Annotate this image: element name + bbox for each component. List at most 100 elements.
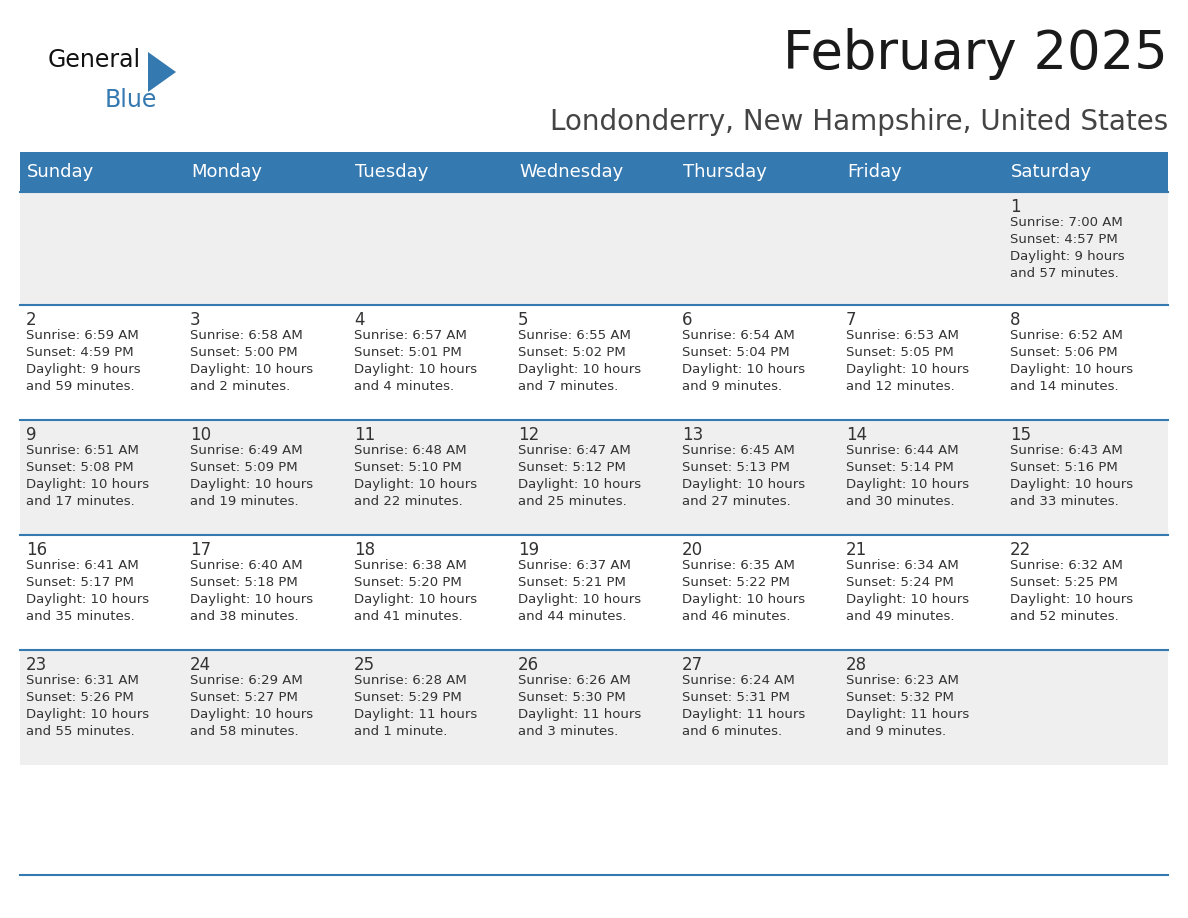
- Text: and 58 minutes.: and 58 minutes.: [190, 725, 298, 738]
- Text: Daylight: 10 hours: Daylight: 10 hours: [518, 363, 642, 376]
- Text: Daylight: 10 hours: Daylight: 10 hours: [354, 478, 478, 491]
- Text: Sunset: 5:21 PM: Sunset: 5:21 PM: [518, 576, 626, 589]
- Text: Sunset: 5:04 PM: Sunset: 5:04 PM: [682, 346, 790, 359]
- Text: Sunset: 5:10 PM: Sunset: 5:10 PM: [354, 461, 462, 474]
- Text: Sunrise: 6:37 AM: Sunrise: 6:37 AM: [518, 559, 631, 572]
- Text: 26: 26: [518, 656, 539, 674]
- Text: Daylight: 11 hours: Daylight: 11 hours: [518, 708, 642, 721]
- Text: Sunrise: 6:41 AM: Sunrise: 6:41 AM: [26, 559, 139, 572]
- Text: and 12 minutes.: and 12 minutes.: [846, 380, 955, 393]
- Bar: [184, 152, 348, 192]
- Text: Thursday: Thursday: [683, 163, 767, 181]
- Text: Sunset: 5:14 PM: Sunset: 5:14 PM: [846, 461, 954, 474]
- Text: and 41 minutes.: and 41 minutes.: [354, 610, 462, 623]
- Text: Sunset: 5:18 PM: Sunset: 5:18 PM: [190, 576, 298, 589]
- Text: Sunrise: 6:35 AM: Sunrise: 6:35 AM: [682, 559, 795, 572]
- Text: 9: 9: [26, 426, 37, 444]
- Text: and 7 minutes.: and 7 minutes.: [518, 380, 618, 393]
- Text: and 57 minutes.: and 57 minutes.: [1010, 267, 1119, 280]
- Text: Daylight: 10 hours: Daylight: 10 hours: [26, 478, 148, 491]
- Text: and 59 minutes.: and 59 minutes.: [26, 380, 134, 393]
- Text: 27: 27: [682, 656, 703, 674]
- Text: Daylight: 10 hours: Daylight: 10 hours: [518, 478, 642, 491]
- Bar: [20, 305, 1168, 420]
- Text: Sunrise: 6:51 AM: Sunrise: 6:51 AM: [26, 444, 139, 457]
- Text: 16: 16: [26, 541, 48, 559]
- Text: Tuesday: Tuesday: [355, 163, 429, 181]
- Text: Sunrise: 6:32 AM: Sunrise: 6:32 AM: [1010, 559, 1123, 572]
- Text: Sunrise: 6:29 AM: Sunrise: 6:29 AM: [190, 674, 303, 687]
- Text: Sunrise: 6:31 AM: Sunrise: 6:31 AM: [26, 674, 139, 687]
- Text: and 1 minute.: and 1 minute.: [354, 725, 448, 738]
- Text: 20: 20: [682, 541, 703, 559]
- Text: and 22 minutes.: and 22 minutes.: [354, 495, 462, 508]
- Text: and 55 minutes.: and 55 minutes.: [26, 725, 134, 738]
- Text: Blue: Blue: [105, 88, 157, 112]
- Text: Daylight: 10 hours: Daylight: 10 hours: [190, 478, 314, 491]
- Text: Sunrise: 6:24 AM: Sunrise: 6:24 AM: [682, 674, 795, 687]
- Bar: [348, 152, 512, 192]
- Text: 4: 4: [354, 311, 365, 329]
- Text: 12: 12: [518, 426, 539, 444]
- Text: Sunset: 4:59 PM: Sunset: 4:59 PM: [26, 346, 133, 359]
- Text: Daylight: 10 hours: Daylight: 10 hours: [1010, 363, 1133, 376]
- Text: Sunset: 5:31 PM: Sunset: 5:31 PM: [682, 691, 790, 704]
- Text: and 30 minutes.: and 30 minutes.: [846, 495, 955, 508]
- Bar: [1004, 152, 1168, 192]
- Text: Daylight: 10 hours: Daylight: 10 hours: [190, 708, 314, 721]
- Text: Sunrise: 6:26 AM: Sunrise: 6:26 AM: [518, 674, 631, 687]
- Text: 28: 28: [846, 656, 867, 674]
- Bar: [840, 152, 1004, 192]
- Text: Wednesday: Wednesday: [519, 163, 624, 181]
- Text: Sunrise: 6:48 AM: Sunrise: 6:48 AM: [354, 444, 467, 457]
- Text: and 52 minutes.: and 52 minutes.: [1010, 610, 1119, 623]
- Text: Daylight: 10 hours: Daylight: 10 hours: [26, 708, 148, 721]
- Text: 19: 19: [518, 541, 539, 559]
- Polygon shape: [148, 52, 176, 92]
- Text: Sunrise: 6:58 AM: Sunrise: 6:58 AM: [190, 329, 303, 342]
- Text: 21: 21: [846, 541, 867, 559]
- Text: General: General: [48, 48, 141, 72]
- Text: 1: 1: [1010, 198, 1020, 216]
- Text: Daylight: 10 hours: Daylight: 10 hours: [1010, 478, 1133, 491]
- Text: Sunset: 5:25 PM: Sunset: 5:25 PM: [1010, 576, 1118, 589]
- Text: Sunset: 4:57 PM: Sunset: 4:57 PM: [1010, 233, 1118, 246]
- Text: Sunset: 5:27 PM: Sunset: 5:27 PM: [190, 691, 298, 704]
- Text: Sunset: 5:16 PM: Sunset: 5:16 PM: [1010, 461, 1118, 474]
- Text: Sunrise: 6:52 AM: Sunrise: 6:52 AM: [1010, 329, 1123, 342]
- Text: Daylight: 10 hours: Daylight: 10 hours: [190, 363, 314, 376]
- Text: Daylight: 9 hours: Daylight: 9 hours: [26, 363, 140, 376]
- Text: Daylight: 10 hours: Daylight: 10 hours: [682, 363, 805, 376]
- Text: Daylight: 11 hours: Daylight: 11 hours: [354, 708, 478, 721]
- Text: Daylight: 9 hours: Daylight: 9 hours: [1010, 250, 1125, 263]
- Text: and 6 minutes.: and 6 minutes.: [682, 725, 782, 738]
- Text: 13: 13: [682, 426, 703, 444]
- Text: 6: 6: [682, 311, 693, 329]
- Text: and 9 minutes.: and 9 minutes.: [846, 725, 946, 738]
- Text: 11: 11: [354, 426, 375, 444]
- Text: Sunset: 5:05 PM: Sunset: 5:05 PM: [846, 346, 954, 359]
- Text: Sunset: 5:26 PM: Sunset: 5:26 PM: [26, 691, 134, 704]
- Text: 14: 14: [846, 426, 867, 444]
- Text: Sunset: 5:22 PM: Sunset: 5:22 PM: [682, 576, 790, 589]
- Text: Sunset: 5:30 PM: Sunset: 5:30 PM: [518, 691, 626, 704]
- Text: 25: 25: [354, 656, 375, 674]
- Bar: [676, 152, 840, 192]
- Text: Sunrise: 6:55 AM: Sunrise: 6:55 AM: [518, 329, 631, 342]
- Text: Sunrise: 6:34 AM: Sunrise: 6:34 AM: [846, 559, 959, 572]
- Text: Sunrise: 6:53 AM: Sunrise: 6:53 AM: [846, 329, 959, 342]
- Text: Sunset: 5:13 PM: Sunset: 5:13 PM: [682, 461, 790, 474]
- Text: and 49 minutes.: and 49 minutes.: [846, 610, 954, 623]
- Text: Sunrise: 7:00 AM: Sunrise: 7:00 AM: [1010, 216, 1123, 229]
- Text: 10: 10: [190, 426, 211, 444]
- Text: Sunrise: 6:40 AM: Sunrise: 6:40 AM: [190, 559, 303, 572]
- Text: Daylight: 10 hours: Daylight: 10 hours: [354, 593, 478, 606]
- Text: and 44 minutes.: and 44 minutes.: [518, 610, 626, 623]
- Text: Daylight: 10 hours: Daylight: 10 hours: [1010, 593, 1133, 606]
- Text: Sunrise: 6:23 AM: Sunrise: 6:23 AM: [846, 674, 959, 687]
- Text: Sunset: 5:06 PM: Sunset: 5:06 PM: [1010, 346, 1118, 359]
- Text: 24: 24: [190, 656, 211, 674]
- Text: 18: 18: [354, 541, 375, 559]
- Text: and 46 minutes.: and 46 minutes.: [682, 610, 790, 623]
- Text: and 25 minutes.: and 25 minutes.: [518, 495, 627, 508]
